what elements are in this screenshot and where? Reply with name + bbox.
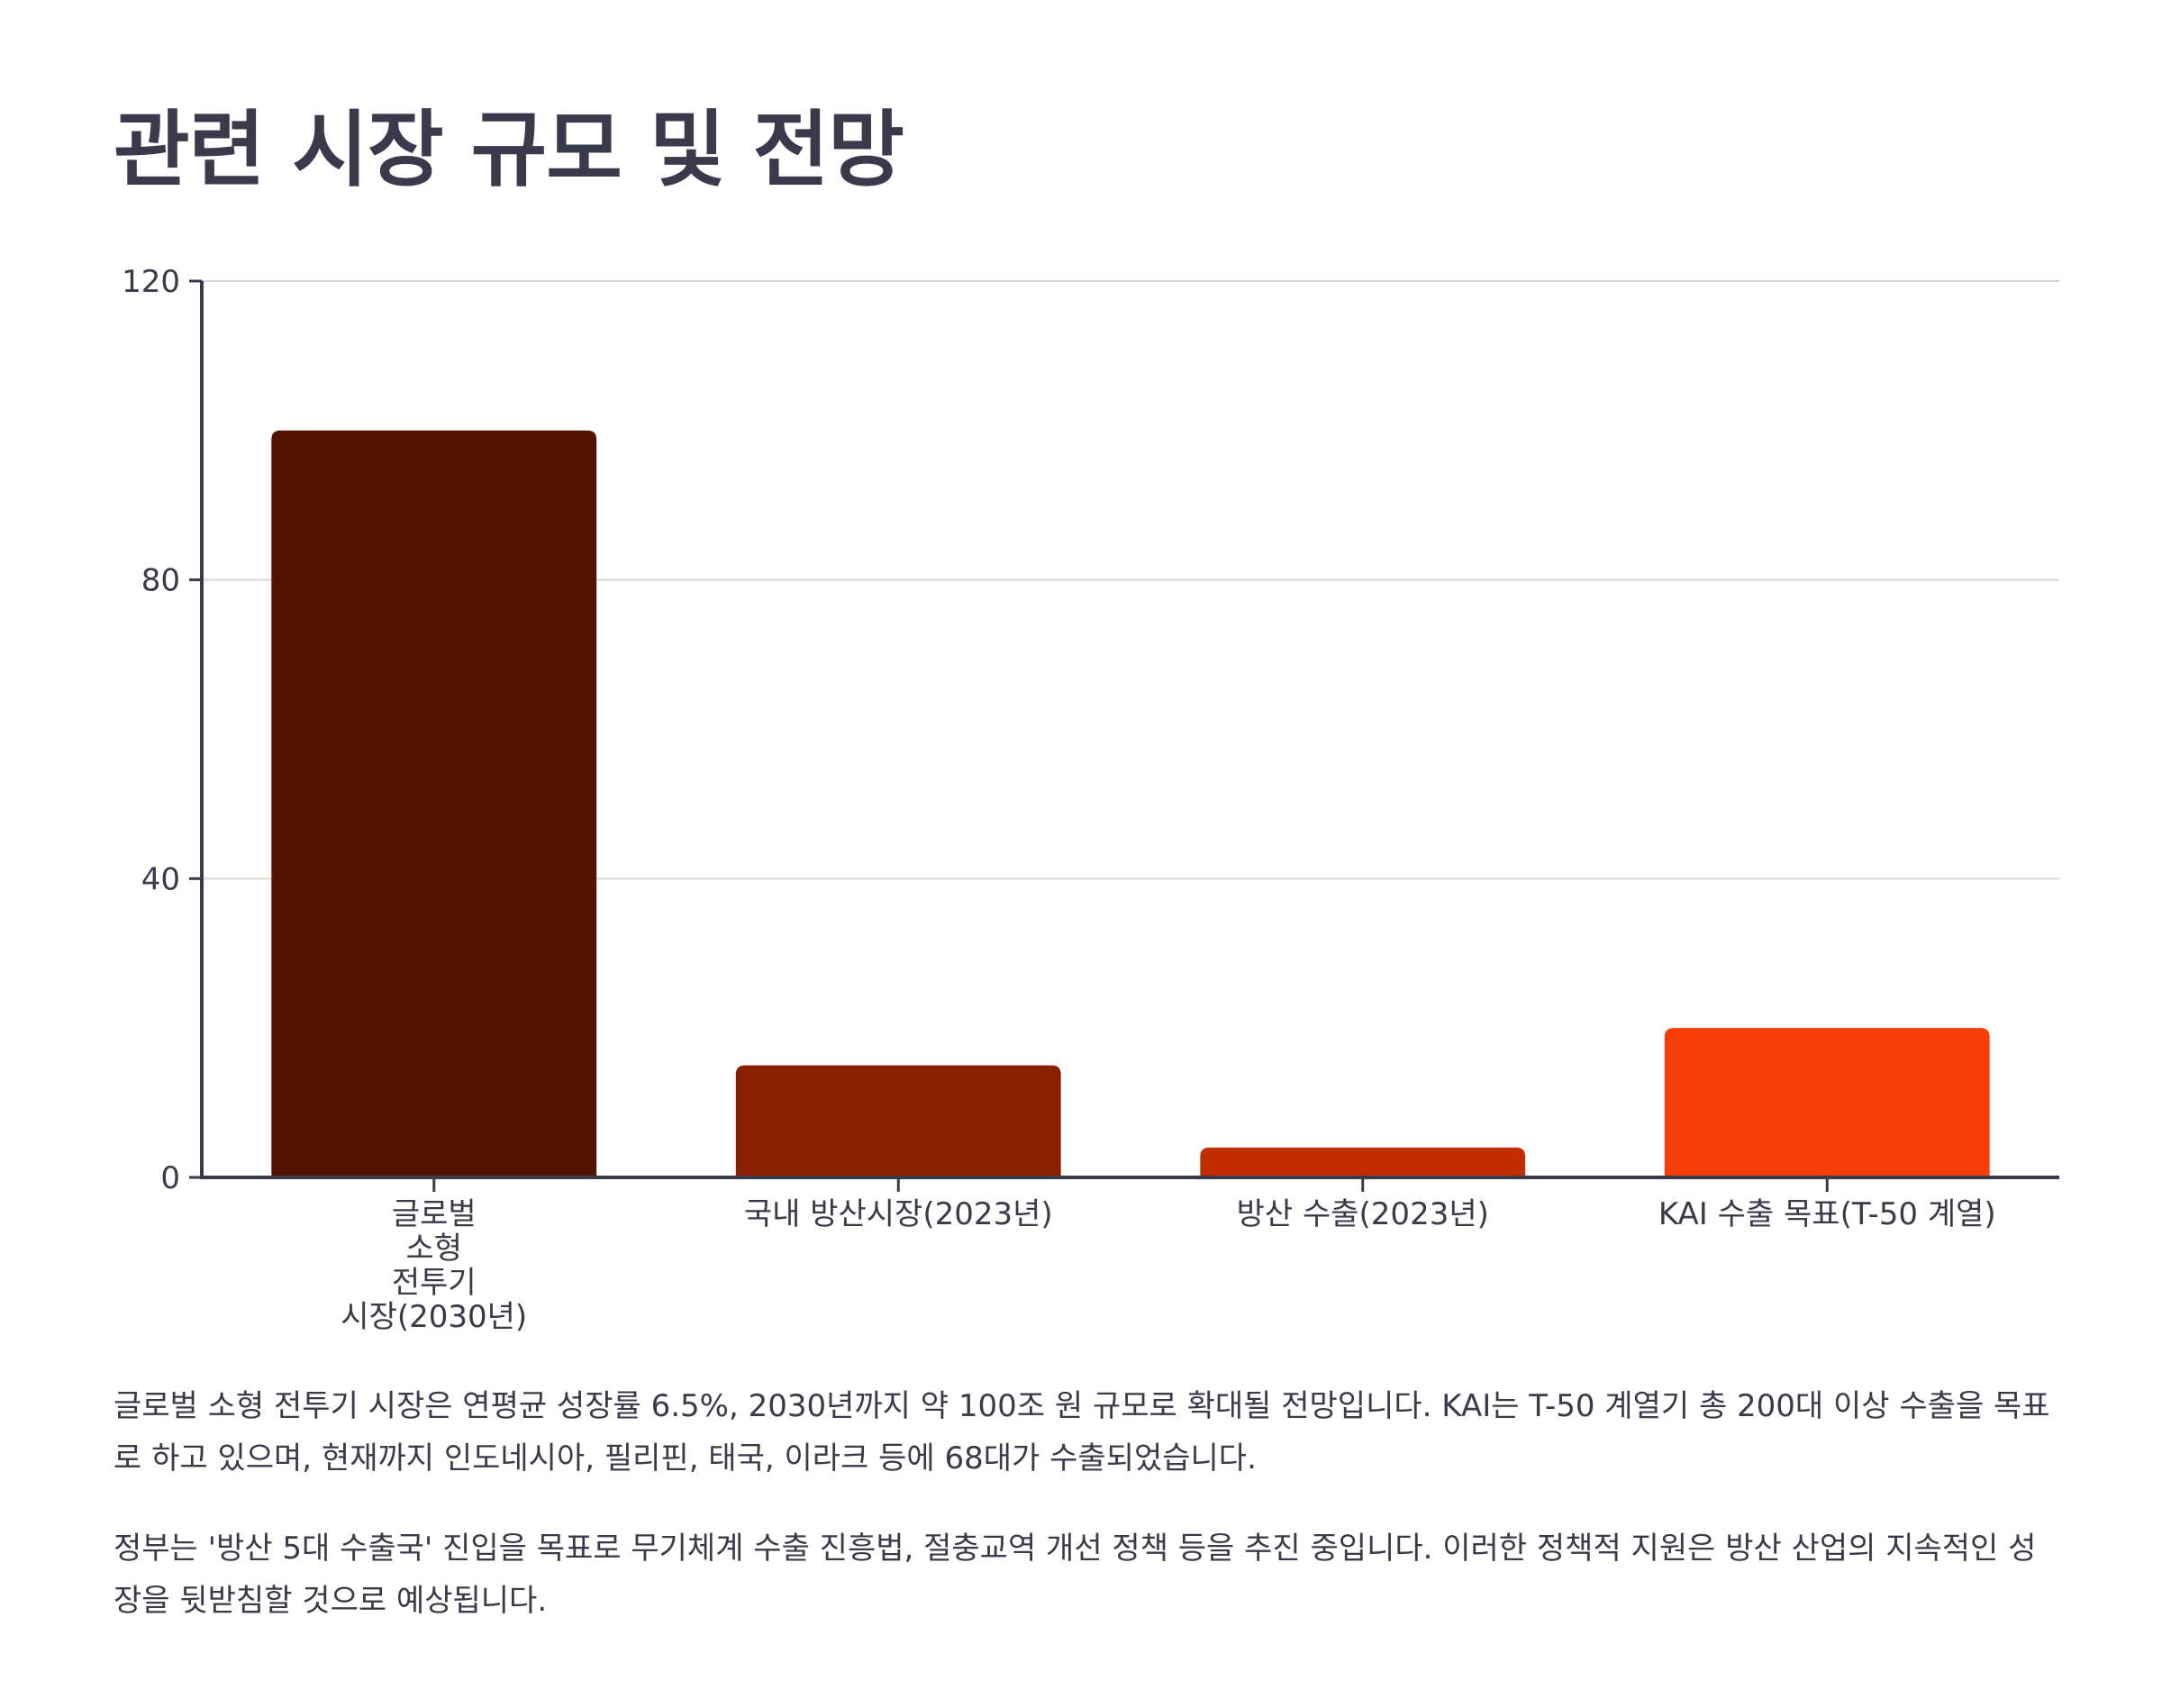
bar — [1664, 1028, 1990, 1177]
x-tick-label: KAI 수출 목표(T-50 계열) — [1658, 1196, 1996, 1232]
bar — [735, 1065, 1061, 1177]
y-tick-label: 40 — [141, 861, 180, 897]
description-paragraph-2: 정부는 '방산 5대 수출국' 진입을 목표로 무기체계 수출 진흥법, 절충교… — [114, 1531, 2037, 1619]
bar — [1200, 1147, 1526, 1177]
description-paragraph-1: 글로벌 소형 전투기 시장은 연평균 성장률 6.5%, 2030년까지 약 1… — [114, 1388, 2050, 1476]
x-tick-label: 국내 방산시장(2023년) — [744, 1196, 1053, 1232]
bar — [271, 430, 597, 1177]
axes — [189, 279, 2059, 1192]
y-tick-label: 80 — [141, 563, 180, 599]
y-tick-label: 0 — [160, 1160, 180, 1196]
page-title: 관련 시장 규모 및 전망 — [114, 102, 904, 198]
x-tick-label: 방산 수출(2023년) — [1237, 1196, 1489, 1232]
bars — [271, 430, 1990, 1177]
x-tick-label: 글로벌 소형 전투기 시장(2030년) — [341, 1196, 527, 1335]
tick-labels: 0 40 80 120 글로벌 소형 전투기 시장(2030년) 국내 방산시장(2023년) 방… — [122, 264, 1996, 1335]
bar-chart: 0 40 80 120 글로벌 소형 전투기 시장(2030년) 국내 방산시장(2023년) 방… — [122, 264, 2059, 1335]
y-tick-label: 120 — [122, 264, 180, 300]
